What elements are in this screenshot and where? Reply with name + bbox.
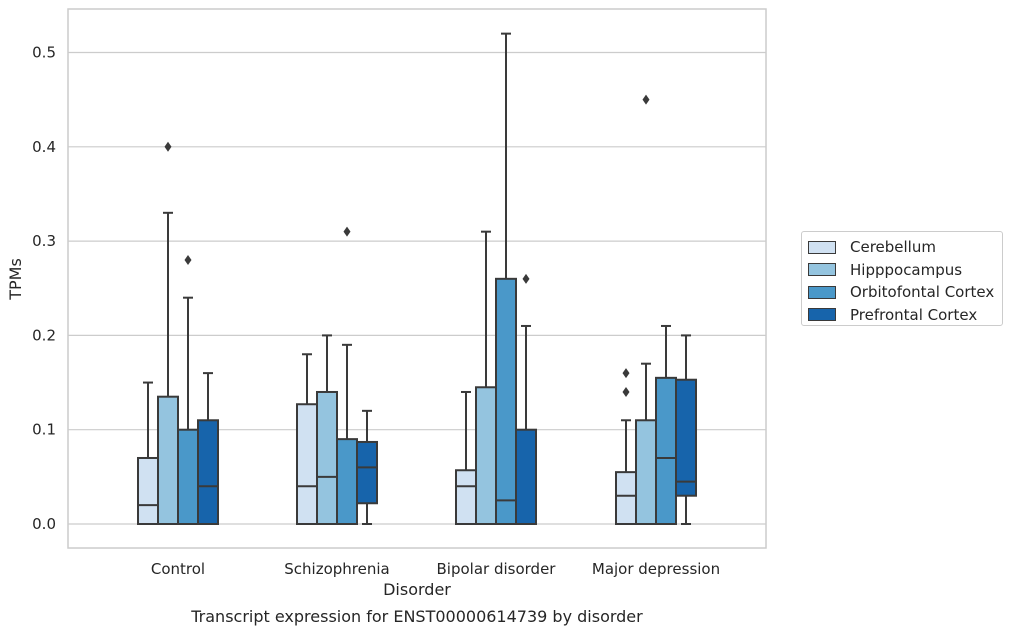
y-axis-title: TPMs xyxy=(6,258,25,301)
legend-swatch xyxy=(808,308,836,322)
box-group xyxy=(635,94,657,525)
y-tick-label: 0.3 xyxy=(32,232,56,250)
box-group xyxy=(615,368,637,526)
y-tick-label: 0.0 xyxy=(32,515,56,533)
box-group xyxy=(316,334,338,526)
box xyxy=(137,456,159,525)
box-group xyxy=(336,226,358,526)
box-group xyxy=(475,230,497,526)
box xyxy=(675,378,697,497)
legend-item: Orbitofontal Cortex xyxy=(802,281,1002,304)
outlier-point xyxy=(622,386,630,397)
box-group xyxy=(177,254,199,526)
outlier-point xyxy=(184,254,192,265)
box xyxy=(336,438,358,526)
box xyxy=(615,471,637,526)
box-group xyxy=(356,409,378,525)
box-group xyxy=(296,353,318,526)
outlier-point xyxy=(343,226,351,237)
box xyxy=(157,395,179,526)
box xyxy=(316,390,338,526)
box xyxy=(356,440,378,505)
x-axis-title: Disorder xyxy=(383,580,451,599)
x-tick-label: Bipolar disorder xyxy=(437,560,557,578)
legend-item: Hipppocampus xyxy=(802,259,1002,282)
legend: Cerebellum Hipppocampus Orbitofontal Corte… xyxy=(801,231,1003,326)
box-group xyxy=(137,381,159,525)
boxes xyxy=(137,32,697,526)
y-tick-label: 0.5 xyxy=(32,44,56,62)
outlier-point xyxy=(642,94,650,105)
y-tick-label: 0.4 xyxy=(32,138,56,156)
box-group xyxy=(495,32,517,525)
outlier-point xyxy=(622,368,630,379)
chart-title: Transcript expression for ENST0000061473… xyxy=(190,607,643,626)
box xyxy=(655,376,677,525)
legend-swatch xyxy=(808,263,836,277)
box xyxy=(296,403,318,526)
x-tick-label: Major depression xyxy=(592,560,720,578)
box xyxy=(177,428,199,526)
box xyxy=(635,419,657,525)
box xyxy=(495,277,517,525)
legend-item: Prefrontal Cortex xyxy=(802,304,1002,327)
box-group xyxy=(515,273,537,526)
plot-area-frame xyxy=(67,8,767,549)
legend-label: Cerebellum xyxy=(850,238,936,257)
box-group xyxy=(655,324,677,525)
outlier-point xyxy=(164,141,172,152)
box xyxy=(515,428,537,526)
box-group xyxy=(157,141,179,526)
box xyxy=(455,469,477,525)
outlier-point xyxy=(522,273,530,284)
y-axis-ticks: 0.0 0.1 0.2 0.3 0.4 0.5 xyxy=(32,44,56,534)
legend-label: Prefrontal Cortex xyxy=(850,305,978,324)
x-tick-label: Control xyxy=(151,560,205,578)
legend-swatch xyxy=(808,240,836,254)
legend-label: Orbitofontal Cortex xyxy=(850,283,995,302)
box-group xyxy=(675,334,697,525)
legend-label: Hipppocampus xyxy=(850,260,963,279)
legend-item: Cerebellum xyxy=(802,236,1002,259)
box-group xyxy=(455,390,477,525)
y-tick-label: 0.2 xyxy=(32,326,56,344)
x-axis-ticks: Control Schizophrenia Bipolar disorder Majo… xyxy=(151,560,720,578)
legend-swatch xyxy=(808,285,836,299)
y-tick-label: 0.1 xyxy=(32,421,56,439)
x-tick-label: Schizophrenia xyxy=(284,560,389,578)
box xyxy=(197,419,219,525)
box xyxy=(475,386,497,526)
box-group xyxy=(197,372,219,525)
